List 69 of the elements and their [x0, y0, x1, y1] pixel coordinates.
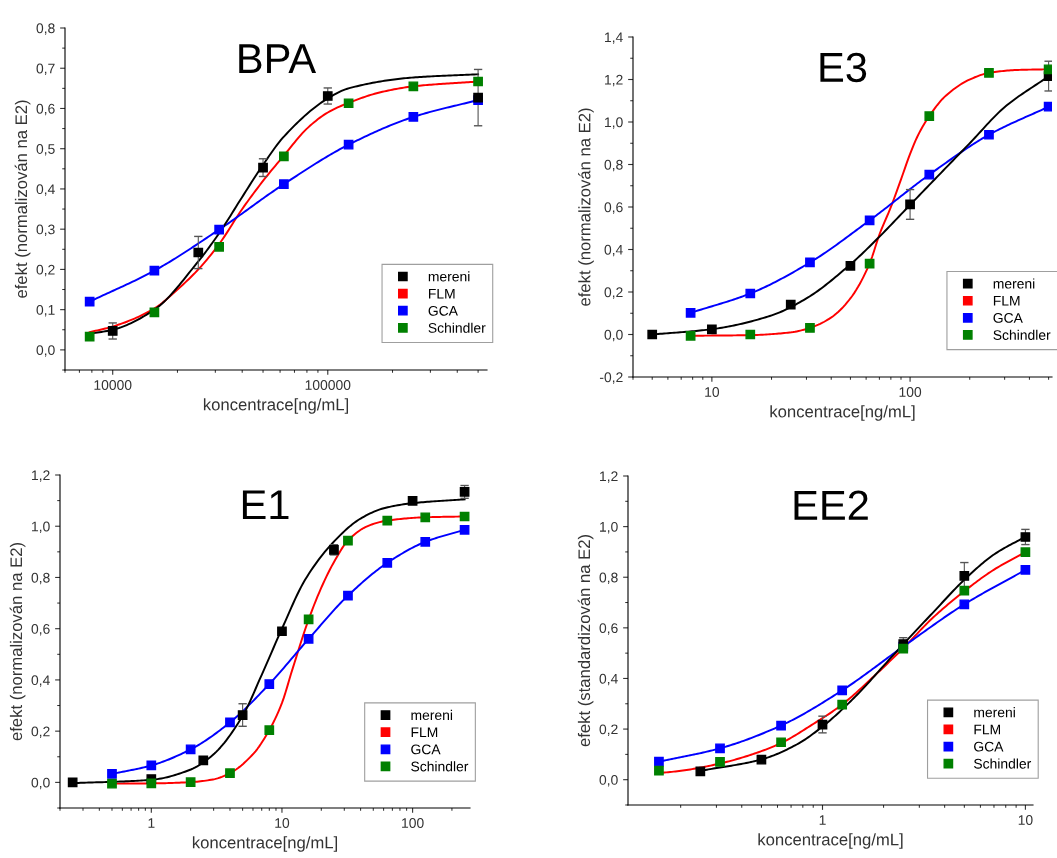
legend-label: GCA [974, 741, 1004, 752]
legend-label: Schindler [428, 322, 486, 333]
y-tick-label: -0,2 [599, 372, 623, 384]
y-tick-label: 0,6 [599, 623, 618, 635]
x-tick-label: 100 [402, 818, 424, 828]
x-axis-title: koncentrace[ng/mL] [192, 836, 338, 852]
y-tick-label: 0,6 [36, 103, 55, 116]
legend-label: Schindler [973, 758, 1032, 769]
y-axis-title: efekt (normalizován na E2) [578, 108, 594, 306]
y-tick-label: 0,8 [31, 572, 50, 585]
y-tick-label: 0,4 [604, 244, 623, 257]
x-tick-label: 10 [705, 387, 720, 397]
chart-title: EE2 [794, 490, 868, 520]
x-tick-label: 1 [819, 815, 826, 825]
y-tick-label: 0,5 [36, 144, 55, 156]
y-tick-label: 0,0 [604, 329, 623, 342]
x-tick-label: 10000 [94, 380, 132, 390]
y-tick-label: 0,8 [599, 572, 618, 585]
y-tick-label: 1,4 [605, 32, 623, 44]
y-tick-label: 0,8 [604, 159, 623, 172]
y-tick-label: 0,7 [36, 63, 55, 76]
chart-title: E1 [242, 490, 289, 520]
y-tick-label: 0,0 [31, 777, 50, 790]
y-tick-label: 0,4 [36, 184, 55, 196]
y-axis-title: efekt (normalizován na E2) [9, 542, 26, 741]
y-tick-label: 0,3 [36, 224, 55, 236]
legend-label: GCA [428, 305, 458, 316]
x-axis-title: koncentrace[ng/mL] [770, 405, 915, 421]
legend-label: Schindler [411, 761, 469, 772]
y-tick-label: 1,2 [600, 471, 618, 483]
legend-label: mereni [993, 278, 1035, 289]
y-tick-label: 0,4 [599, 673, 618, 686]
legend-label: mereni [411, 709, 453, 721]
legend-label: FLM [974, 724, 1000, 735]
y-tick-label: 0,6 [604, 202, 623, 214]
x-tick-label: 10 [1018, 815, 1033, 825]
y-tick-label: 0,2 [604, 287, 623, 299]
legend-label: Schindler [993, 329, 1051, 340]
x-tick-label: 1 [148, 818, 155, 828]
y-tick-label: 0,2 [599, 724, 618, 736]
x-tick-label: 10 [275, 818, 290, 828]
y-axis-title: efekt (standardizován na E2) [577, 534, 594, 747]
y-axis-title: efekt (normalizován na E2) [14, 100, 31, 298]
legend-label: FLM [411, 727, 438, 738]
y-tick-label: 0,6 [31, 624, 50, 636]
legend-label: mereni [974, 707, 1015, 718]
y-tick-label: 0,4 [31, 675, 50, 687]
x-axis-title: koncentrace[ng/mL] [203, 398, 349, 414]
y-tick-label: 0,8 [36, 23, 55, 35]
legend-label: FLM [993, 296, 1020, 306]
y-tick-label: 0,2 [31, 726, 50, 738]
y-tick-label: 0,1 [36, 304, 55, 317]
chart-title: BPA [239, 44, 317, 73]
chart-title: E3 [820, 52, 867, 83]
x-axis-title: koncentrace[ng/mL] [758, 833, 903, 849]
legend-label: GCA [411, 744, 441, 755]
y-tick-label: 0,0 [599, 775, 618, 787]
legend-label: GCA [993, 313, 1023, 323]
y-tick-label: 0,2 [36, 264, 55, 277]
y-tick-label: 1,2 [605, 74, 623, 87]
y-tick-label: 1,0 [32, 521, 50, 534]
y-tick-label: 1,0 [600, 521, 618, 534]
legend-label: mereni [428, 271, 470, 282]
y-tick-label: 0,0 [36, 345, 55, 357]
y-tick-label: 1,2 [32, 470, 50, 482]
legend-label: FLM [429, 288, 455, 299]
y-tick-label: 1,0 [605, 117, 623, 129]
x-tick-label: 100000 [305, 380, 351, 390]
x-tick-label: 100 [899, 387, 922, 397]
